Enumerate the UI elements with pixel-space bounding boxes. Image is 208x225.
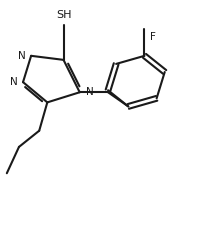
Text: N: N: [86, 87, 94, 97]
Text: SH: SH: [56, 10, 71, 20]
Text: N: N: [18, 51, 26, 61]
Text: N: N: [10, 77, 18, 87]
Text: F: F: [150, 32, 155, 42]
